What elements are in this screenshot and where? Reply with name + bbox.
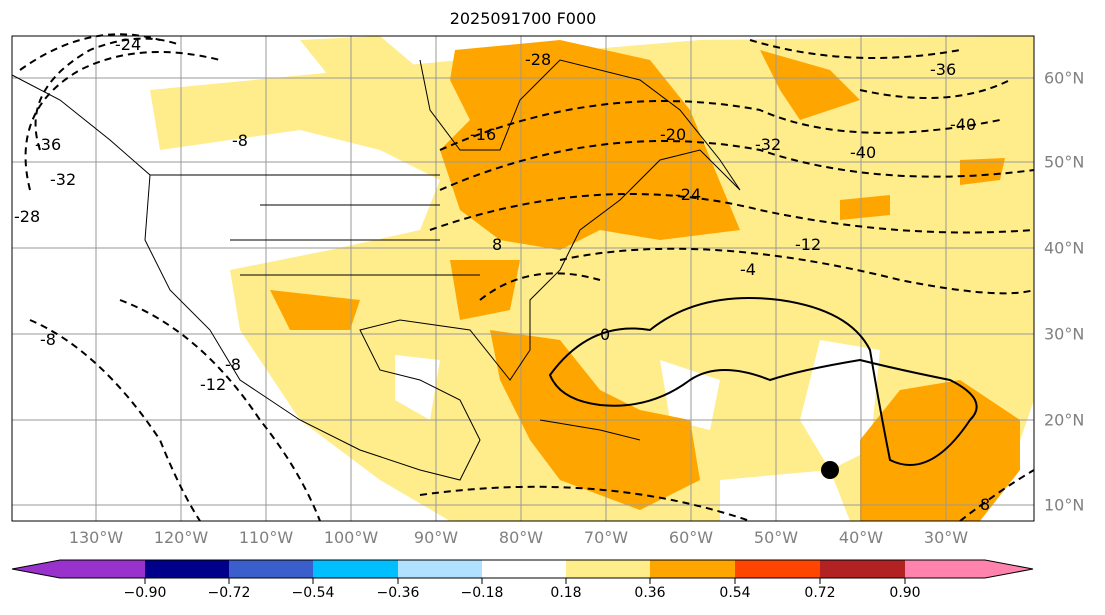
colorbar-tick-label: 0.90 bbox=[889, 585, 921, 601]
contour-zero bbox=[548, 297, 978, 466]
colorbar-segment bbox=[229, 560, 313, 578]
colorbar-outline bbox=[11, 559, 1034, 579]
contour-label: -8 bbox=[232, 131, 248, 150]
colorbar-segment bbox=[398, 560, 482, 578]
longitude-label: 50°W bbox=[753, 528, 799, 547]
contour-label: -12 bbox=[200, 375, 226, 394]
contour-label: -36 bbox=[930, 60, 956, 79]
latitude-label: 60°N bbox=[1044, 68, 1085, 88]
longitude-label: 70°W bbox=[583, 528, 629, 547]
longitude-label: 80°W bbox=[498, 528, 544, 547]
coastlines bbox=[11, 59, 741, 481]
colorbar-tick-label: 0.18 bbox=[550, 585, 582, 601]
contour-label: -28 bbox=[525, 50, 551, 69]
colorbar-segment bbox=[12, 560, 145, 578]
longitude-label: 30°W bbox=[923, 528, 969, 547]
colorbar-tick-label: 0.72 bbox=[804, 585, 836, 601]
contour-label: -20 bbox=[660, 125, 686, 144]
colorbar-segment bbox=[313, 560, 398, 578]
longitude-label: 40°W bbox=[838, 528, 884, 547]
map-panel: -24 -36 -32 -28 -8 -16 -20 -24 -28 -32 -… bbox=[11, 33, 1035, 522]
storm-marker bbox=[821, 461, 839, 479]
colorbar-segment bbox=[482, 560, 566, 578]
latitude-label: 20°N bbox=[1044, 410, 1085, 430]
contour-label: -8 bbox=[40, 330, 56, 349]
colorbar-tick-label: −0.18 bbox=[460, 585, 504, 601]
colorbar-segment bbox=[905, 560, 1033, 578]
contour-label: -12 bbox=[795, 235, 821, 254]
colorbar-tick-label: −0.90 bbox=[123, 585, 167, 601]
map-title: 2025091700 F000 bbox=[449, 9, 597, 28]
colorbar bbox=[11, 559, 1034, 584]
longitude-label: 100°W bbox=[323, 528, 379, 547]
contour-label: -28 bbox=[14, 207, 40, 226]
contour-label: -32 bbox=[50, 170, 76, 189]
colorbar-tick-label: 0.36 bbox=[634, 585, 666, 601]
map-frame bbox=[11, 35, 1035, 522]
colorbar-tick-label: −0.72 bbox=[207, 585, 251, 601]
latitude-label: 10°N bbox=[1044, 495, 1085, 515]
contour-label: -40 bbox=[850, 143, 876, 162]
contour-label: -4 bbox=[740, 260, 756, 279]
contour-label: 8 bbox=[980, 495, 990, 514]
colorbar-tick-label: −0.36 bbox=[376, 585, 420, 601]
longitude-label: 110°W bbox=[238, 528, 294, 547]
colorbar-tick-label: 0.54 bbox=[719, 585, 751, 601]
colorbar-tick-label: −0.54 bbox=[291, 585, 335, 601]
longitude-label: 90°W bbox=[413, 528, 459, 547]
contour-label: -32 bbox=[755, 135, 781, 154]
contour-label: -16 bbox=[470, 125, 496, 144]
colorbar-segment bbox=[650, 560, 735, 578]
longitude-label: 130°W bbox=[68, 528, 124, 547]
contour-label: -36 bbox=[35, 135, 61, 154]
latitude-label: 30°N bbox=[1044, 324, 1085, 344]
latitude-label: 40°N bbox=[1044, 238, 1085, 258]
contour-label: -8 bbox=[225, 355, 241, 374]
contour-label: -40 bbox=[950, 115, 976, 134]
longitude-label: 60°W bbox=[668, 528, 714, 547]
contour-label: -24 bbox=[115, 35, 141, 54]
contours-dashed bbox=[19, 33, 1035, 522]
contour-labels: -24 -36 -32 -28 -8 -16 -20 -24 -28 -32 -… bbox=[14, 35, 990, 514]
contour-label: 8 bbox=[492, 235, 502, 254]
colorbar-segment bbox=[820, 560, 905, 578]
colorbar-segment bbox=[145, 560, 229, 578]
contour-label: 0 bbox=[600, 325, 610, 344]
contour-label: -24 bbox=[675, 185, 701, 204]
grid-lines bbox=[12, 36, 1034, 521]
colorbar-segment bbox=[735, 560, 820, 578]
shading-orange bbox=[270, 40, 1020, 521]
longitude-label: 120°W bbox=[153, 528, 209, 547]
colorbar-segment bbox=[566, 560, 650, 578]
latitude-label: 50°N bbox=[1044, 152, 1085, 172]
